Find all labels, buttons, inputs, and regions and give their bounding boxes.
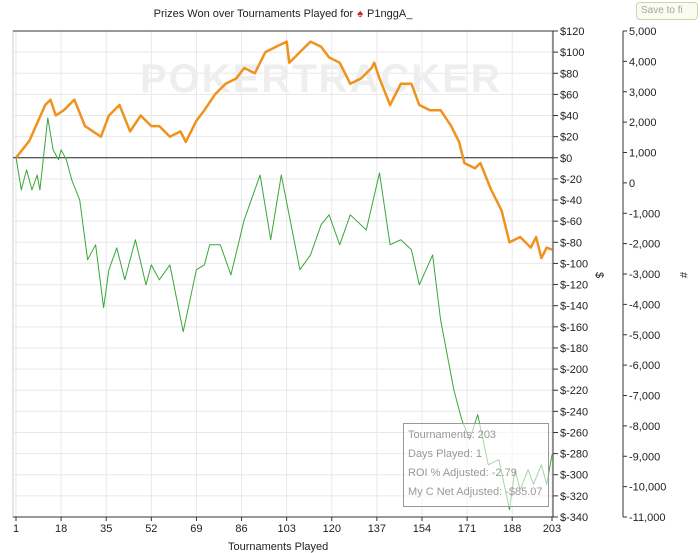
y2-tick-label: -10,000 (629, 482, 666, 494)
y2-tick-label: -8,000 (629, 421, 660, 433)
y2-tick-label: -4,000 (629, 299, 660, 311)
y-tick-label: $-240 (560, 406, 588, 418)
summary-tooltip: Tournaments: 203 Days Played: 1 ROI % Ad… (403, 423, 549, 507)
tooltip-days-played: Days Played: 1 (408, 448, 482, 460)
x-tick-label: 137 (368, 523, 386, 535)
x-tick-label: 69 (190, 523, 202, 535)
y2-tick-label: -7,000 (629, 391, 660, 403)
x-tick-label: 52 (145, 523, 157, 535)
y-tick-label: $60 (560, 89, 578, 101)
y-tick-label: $-120 (560, 280, 588, 292)
player-name: P1nggA_ (367, 8, 413, 20)
y2-tick-label: 1,000 (629, 148, 657, 160)
count-line (15, 117, 553, 511)
x-tick-label: 1 (13, 523, 19, 535)
y2-tick-label: -9,000 (629, 451, 660, 463)
y2-tick-label: -5,000 (629, 330, 660, 342)
y-tick-label: $-280 (560, 449, 588, 461)
y-tick-label: $40 (560, 111, 578, 123)
y-tick-label: $-160 (560, 322, 588, 334)
y-tick-label: $20 (560, 132, 578, 144)
y2-axis-label: # (677, 272, 689, 279)
x-axis-label: Tournaments Played (228, 541, 328, 553)
save-to-file-hint[interactable]: Save to fi (636, 2, 698, 20)
x-tick-label: 120 (323, 523, 341, 535)
y-tick-label: $-100 (560, 258, 588, 270)
y2-tick-label: -6,000 (629, 360, 660, 372)
y-tick-label: $-20 (560, 174, 582, 186)
y2-tick-label: 5,000 (629, 26, 657, 38)
x-tick-label: 86 (235, 523, 247, 535)
y-tick-label: $0 (560, 153, 572, 165)
x-tick-label: 154 (413, 523, 431, 535)
x-tick-label: 18 (55, 523, 67, 535)
y-tick-label: $80 (560, 68, 578, 80)
x-tick-label: 188 (503, 523, 521, 535)
y-tick-label: $-320 (560, 491, 588, 503)
y2-tick-label: -1,000 (629, 208, 660, 220)
prizes-line (15, 40, 553, 260)
tooltip-roi: ROI % Adjusted: -2.79 (408, 467, 517, 479)
spade-icon: ♠ (357, 8, 364, 20)
y-tick-label: $-300 (560, 470, 588, 482)
y-tick-label: $-220 (560, 385, 588, 397)
x-tick-label: 171 (458, 523, 476, 535)
y-tick-label: $-80 (560, 237, 582, 249)
y-tick-label: $-200 (560, 364, 588, 376)
y2-tick-label: -11,000 (629, 512, 666, 524)
y-tick-label: $-340 (560, 512, 588, 524)
y2-tick-label: 2,000 (629, 117, 657, 129)
watermark: POKERTRACKER (140, 57, 502, 101)
y-tick-label: $-140 (560, 301, 588, 313)
y-tick-label: $-60 (560, 216, 582, 228)
y2-tick-label: 4,000 (629, 56, 657, 68)
y-tick-label: $-180 (560, 343, 588, 355)
y-tick-label: $-260 (560, 427, 588, 439)
y-tick-label: $100 (560, 47, 584, 59)
y-axis-label: $ (593, 272, 605, 278)
y2-tick-label: -3,000 (629, 269, 660, 281)
y2-tick-label: -2,000 (629, 239, 660, 251)
y2-tick-label: 0 (629, 178, 635, 190)
tooltip-net: My C Net Adjusted: -$85.07 (408, 486, 543, 498)
x-tick-label: 35 (100, 523, 112, 535)
chart-title: Prizes Won over Tournaments Played for (153, 8, 354, 20)
y-tick-label: $120 (560, 26, 584, 38)
chart-title-bar: Prizes Won over Tournaments Played for ♠ P… (0, 8, 566, 20)
x-tick-label: 203 (543, 523, 561, 535)
y2-tick-label: 3,000 (629, 87, 657, 99)
tooltip-tournaments: Tournaments: 203 (408, 429, 497, 441)
x-tick-label: 103 (277, 523, 295, 535)
y-tick-label: $-40 (560, 195, 582, 207)
